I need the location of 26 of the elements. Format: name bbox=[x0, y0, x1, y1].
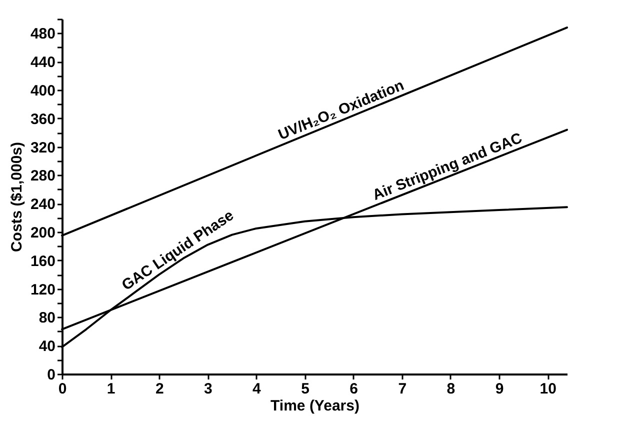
x-tick-label: 5 bbox=[301, 380, 310, 398]
x-tick-label: 9 bbox=[495, 380, 504, 398]
y-tick-label: 480 bbox=[30, 26, 56, 43]
x-tick-label: 3 bbox=[204, 380, 212, 398]
y-tick-label: 120 bbox=[30, 281, 56, 298]
y-tick-label: 200 bbox=[30, 224, 56, 242]
x-tick-label: 10 bbox=[540, 380, 556, 398]
x-tick-label: 7 bbox=[398, 380, 407, 398]
y-tick-label: 240 bbox=[30, 196, 56, 214]
x-tick-label: 1 bbox=[106, 380, 116, 398]
y-tick-label: 80 bbox=[38, 310, 56, 327]
y-tick-label: 0 bbox=[47, 366, 56, 384]
x-tick-label: 2 bbox=[155, 380, 164, 398]
y-axis-title: Costs ($1,000s) bbox=[8, 142, 26, 252]
y-tick-label: 40 bbox=[38, 338, 56, 356]
x-tick-label: 8 bbox=[446, 380, 456, 398]
x-tick-label: 4 bbox=[252, 380, 262, 398]
x-tick-label: 6 bbox=[350, 380, 358, 398]
y-tick-label: 320 bbox=[30, 139, 56, 156]
y-tick-label: 280 bbox=[30, 168, 56, 185]
y-tick-label: 400 bbox=[30, 82, 56, 100]
x-tick-label: 0 bbox=[58, 380, 67, 398]
y-tick-label: 360 bbox=[30, 110, 56, 128]
y-tick-label: 440 bbox=[30, 54, 56, 72]
y-tick-label: 160 bbox=[30, 252, 56, 270]
x-axis-title: Time (Years) bbox=[270, 398, 360, 414]
